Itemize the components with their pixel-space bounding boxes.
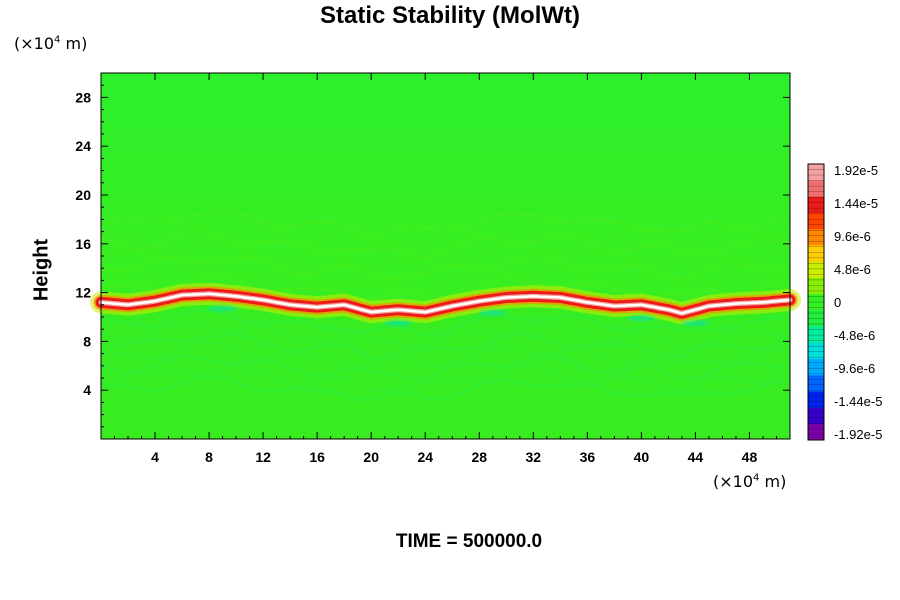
wave-contour [100,341,791,368]
y-unit-suffix: m) [60,34,88,53]
colorbar-swatch [808,375,824,392]
colorbar-swatch [808,277,824,295]
wave-contour [100,231,791,259]
y-unit-label: (×104 m) [14,34,87,53]
colorbar-swatch [808,245,824,262]
wave-contour [100,321,791,349]
y-tick-label: 16 [75,236,91,252]
tropopause-band [90,282,801,327]
negative-patch [627,315,656,322]
colorbar-tick-label: 1.44e-5 [834,196,878,211]
x-tick-label: 32 [526,449,542,465]
y-tick-label: 20 [75,187,91,203]
x-tick-label: 8 [205,449,213,465]
colorbar-tick-label: 1.92e-5 [834,163,878,178]
colorbar-tick-label: -1.44e-5 [834,394,882,409]
colorbar-swatch [808,180,824,197]
x-tick-label: 4 [151,449,159,465]
colorbar-tick-label: 0 [834,295,841,310]
x-tick-label: 36 [580,449,596,465]
x-tick-label: 20 [363,449,379,465]
colorbar-swatch [808,196,824,214]
wave-contour [100,375,791,401]
colorbar-tick-label: -1.92e-5 [834,427,882,442]
x-tick-label: 16 [309,449,325,465]
y-unit-exponent: 4 [54,34,61,46]
wave-contour [100,264,791,292]
x-tick-label: 12 [255,449,271,465]
colorbar-swatch [808,423,824,441]
colorbar-swatch [808,407,824,425]
colorbar-swatch [808,228,824,246]
colorbar-tick-label: 9.6e-6 [834,229,871,244]
negative-patch [208,305,237,312]
wave-contour [100,209,791,237]
colorbar-tick-label: 4.8e-6 [834,262,871,277]
wave-contour [100,366,791,392]
y-axis: 4 8 12 16 20 24 28 [75,84,790,428]
colorbar-swatch [808,212,824,230]
y-tick-label: 12 [75,285,91,301]
colorbar-swatch [808,261,824,278]
colorbar-frame [807,163,825,441]
wave-contour [100,242,791,270]
wave-contour [100,354,791,381]
colorbar-swatch [808,358,824,376]
x-unit-suffix: m) [759,472,787,491]
colorbar-swatch [808,391,824,408]
layer-core [99,292,792,315]
x-unit-label: (×104 m) [713,472,786,491]
field-layer [100,209,791,401]
x-tick-label: 48 [742,449,758,465]
wave-contour [100,222,791,249]
colorbar-tick-label: -9.6e-6 [834,361,875,376]
colorbar-tick-label: -4.8e-6 [834,328,875,343]
chart-title: Static Stability (MolWt) [320,2,580,29]
negative-patch [681,320,710,327]
colorbar-swatch [808,164,824,181]
colorbar-swatch [808,342,824,360]
plot-area [101,73,790,439]
x-axis: 4 8 12 16 20 24 28 32 36 40 44 48 [114,73,777,465]
wave-contour [100,254,791,282]
time-label: TIME = 500000.0 [395,531,543,552]
x-tick-label: 44 [688,449,704,465]
x-unit-prefix: (×10 [713,472,754,491]
y-tick-label: 4 [83,382,91,398]
wave-contour [100,333,791,359]
colorbar-swatch [808,326,824,343]
wave-contour [101,309,791,336]
x-unit-exponent: 4 [753,472,760,484]
x-tick-label: 24 [417,449,433,465]
y-tick-label: 24 [75,138,91,154]
x-tick-label: 40 [634,449,650,465]
negative-patch [384,320,413,327]
colorbar: 1.92e-5 1.44e-5 9.6e-6 4.8e-6 0 -4.8e-6 -9.6e-… [807,163,882,442]
y-tick-label: 28 [75,89,91,105]
y-unit-prefix: (×10 [14,34,55,53]
x-tick-label: 28 [471,449,487,465]
negative-patch [478,309,507,316]
y-tick-label: 8 [83,333,91,349]
